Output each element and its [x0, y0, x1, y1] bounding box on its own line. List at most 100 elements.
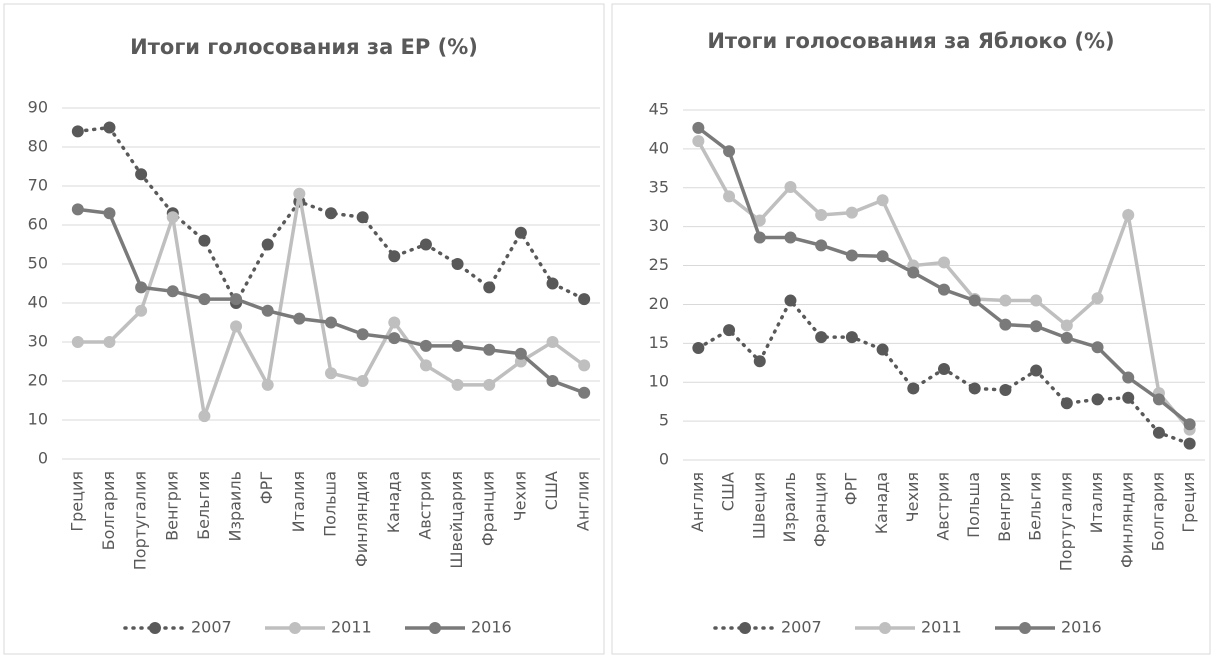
legend-label: 2007 [781, 618, 822, 637]
legend-marker [289, 622, 301, 634]
point [753, 355, 766, 368]
point [356, 375, 369, 387]
point [261, 304, 274, 317]
point [135, 304, 148, 317]
point [692, 121, 705, 134]
point [71, 336, 84, 348]
x-tick-label: Франция [479, 471, 498, 546]
point [1091, 292, 1104, 305]
point [103, 336, 116, 348]
point [1122, 371, 1135, 384]
point [938, 256, 950, 269]
point [135, 168, 148, 181]
point [723, 190, 736, 203]
x-tick-label: Италия [289, 471, 308, 532]
x-tick-label: Чехия [903, 472, 922, 522]
point [356, 211, 369, 224]
point [968, 382, 981, 395]
y-tick-label: 30 [649, 216, 669, 235]
x-tick-label: ФРГ [257, 471, 276, 504]
legend-label: 2016 [1061, 618, 1102, 637]
point [230, 320, 243, 333]
point [907, 382, 920, 395]
point [1060, 319, 1073, 332]
x-tick-label: Финляндия [1118, 472, 1137, 568]
point [845, 331, 858, 344]
x-tick-label: Греция [1179, 472, 1198, 533]
x-tick-label: Канада [384, 471, 403, 533]
x-tick-label: Англия [574, 471, 593, 531]
y-tick-label: 25 [649, 255, 669, 274]
point [876, 194, 889, 207]
y-tick-label: 60 [28, 215, 48, 234]
x-tick-label: Канада [872, 472, 891, 534]
chart-frame [611, 3, 1211, 655]
y-tick-label: 30 [28, 332, 48, 351]
series-line [77, 193, 586, 417]
point [546, 375, 559, 387]
y-tick-label: 50 [28, 254, 48, 273]
y-tick-label: 35 [649, 177, 669, 196]
point [907, 266, 920, 279]
point [578, 293, 591, 306]
point [784, 231, 797, 244]
point [483, 281, 496, 294]
x-tick-label: Израиль [226, 471, 245, 542]
point [483, 378, 496, 391]
point [261, 378, 274, 391]
x-tick-label: США [719, 472, 738, 511]
point [483, 343, 496, 356]
point [1152, 426, 1165, 439]
x-tick-label: Венгрия [995, 472, 1014, 542]
point [103, 207, 116, 220]
point [388, 250, 401, 263]
point [1122, 209, 1135, 221]
point [325, 367, 337, 380]
x-tick-label: Чехия [510, 471, 529, 521]
legend-marker [429, 622, 441, 634]
point [999, 318, 1012, 331]
point [784, 181, 797, 193]
point [999, 384, 1012, 396]
y-tick-label: 0 [659, 450, 669, 469]
legend-marker [739, 622, 751, 634]
point [356, 328, 369, 341]
point [451, 258, 464, 270]
point [198, 410, 211, 423]
point [388, 332, 401, 345]
point [815, 331, 828, 344]
point [938, 283, 950, 296]
point [514, 226, 527, 239]
x-tick-label: Израиль [780, 472, 799, 543]
point [103, 121, 116, 134]
legend-marker [1019, 622, 1031, 634]
y-tick-label: 10 [649, 372, 669, 391]
point [1091, 393, 1104, 406]
point [753, 214, 766, 227]
y-tick-label: 10 [28, 410, 48, 429]
x-tick-label: ФРГ [841, 472, 860, 505]
point [261, 238, 274, 251]
point [166, 211, 179, 224]
point [999, 294, 1012, 307]
point [325, 316, 337, 329]
point [1152, 393, 1165, 406]
point [546, 336, 559, 348]
point [784, 294, 797, 307]
y-tick-label: 80 [28, 137, 48, 156]
x-tick-label: Австрия [934, 472, 953, 541]
point [938, 363, 950, 375]
point [753, 231, 766, 244]
point [723, 324, 736, 337]
point [198, 293, 211, 306]
x-tick-label: Швеция [749, 472, 768, 539]
x-tick-label: Италия [1087, 472, 1106, 533]
y-tick-label: 20 [649, 294, 669, 313]
x-tick-label: Болгария [1148, 472, 1167, 551]
y-tick-label: 0 [38, 449, 48, 468]
x-tick-label: Бельгия [194, 471, 213, 540]
point [1183, 418, 1196, 431]
point [1183, 437, 1196, 450]
point [451, 339, 464, 352]
